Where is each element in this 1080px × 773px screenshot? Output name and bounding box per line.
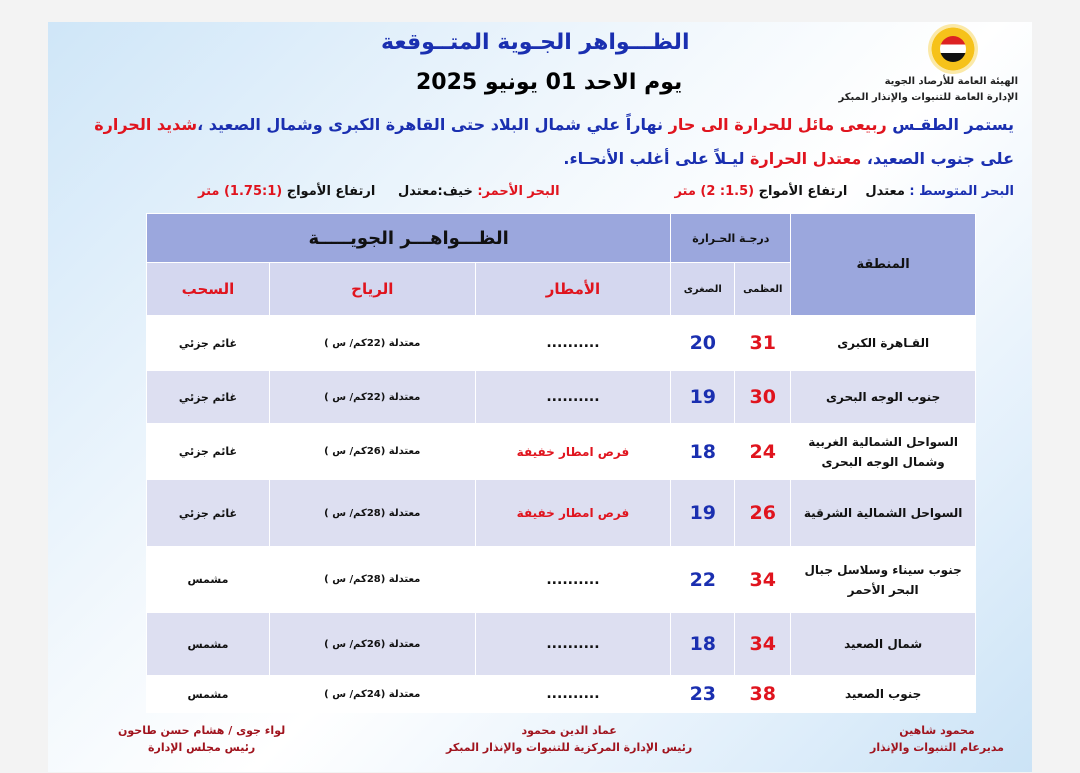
waves-label: ارتفاع الأمواج <box>286 184 376 199</box>
page-title: الظـــواهر الجـوية المتــوقعة <box>381 30 690 55</box>
table-row: جنوب سيناء وسلاسل جبال البحر الأحمر 34 22.… <box>146 546 976 613</box>
summary-highlight: معتدل الحرارة <box>750 149 862 168</box>
signer-name: عماد الدين محمود <box>521 724 617 737</box>
mediterranean-sea-state: البحر المتوسط : معتدل ارتفاع الأمواج (1.… <box>674 184 1014 199</box>
summary-text: نهاراً علي شمال البلاد حتى القاهرة الكبر… <box>197 115 669 134</box>
summary-line-1: يستمر الطقـس ربيعى مائل للحرارة الى حار … <box>94 115 1014 134</box>
region-cell: جنوب الصعيد <box>790 675 976 713</box>
region-cell: شمال الصعيد <box>790 612 976 676</box>
region-cell: القـاهرة الكبرى <box>790 315 976 371</box>
table-row: القـاهرة الكبرى 31 20.......... معتدلة (22ك… <box>146 315 976 371</box>
sea-label: البحر الأحمر: <box>477 184 560 199</box>
wind-cell: معتدلة (26كم/ س ) <box>268 612 476 676</box>
summary-text: ليـلاً على أغلب الأنحـاء. <box>563 149 751 168</box>
rain-cell: .......... <box>474 612 672 676</box>
cloud-cell: غائم جزئي <box>146 370 270 424</box>
max-temp-cell: 31 <box>734 315 792 371</box>
signer-name: لواء جوى / هشام حسن طاحون <box>118 724 286 737</box>
summary-text: يستمر الطقـس <box>886 115 1014 134</box>
org-department: الإدارة العامة للتنبوات والإنذار المبكر <box>838 92 1019 103</box>
signer-role: رئيس الإدارة المركزية للتنبوات والإنذار … <box>446 741 693 754</box>
sea-label: البحر المتوسط : <box>909 184 1014 199</box>
max-temp-cell: 24 <box>734 423 792 480</box>
red-sea-state: البحر الأحمر: خيف:معتدل ارتفاع الأمواج (… <box>198 184 560 199</box>
table-row: السواحل الشمالية الشرقية 26 19 فرص امطار خف… <box>146 479 976 547</box>
waves-label: ارتفاع الأمواج <box>758 184 848 199</box>
waves-value: (1.5: 2) متر <box>674 184 755 199</box>
rain-cell: .......... <box>474 370 672 424</box>
table-row: جنوب الصعيد 38 23.......... معتدلة (24كم/ س… <box>146 675 976 713</box>
wind-cell: معتدلة (26كم/ س ) <box>268 423 476 480</box>
signer-role: مديرعام التنبوات والإنذار <box>870 741 1004 754</box>
wind-cell: معتدلة (24كم/ س ) <box>268 675 476 713</box>
summary-line-2: على جنوب الصعيد، معتدل الحرارة ليـلاً عل… <box>563 149 1014 168</box>
waves-value: (1.75:1) متر <box>198 184 283 199</box>
min-temp-cell: 19 <box>670 370 736 424</box>
max-temp-cell: 30 <box>734 370 792 424</box>
table-row: شمال الصعيد 34 18.......... معتدلة (26كم/ س… <box>146 612 976 676</box>
phenomena-header: الظـــواهـــر الجويـــــة <box>145 213 672 263</box>
meteorological-authority-logo <box>928 24 978 74</box>
forecast-table: المنطقة درجـة الحـرارة الظـــواهـــر الج… <box>145 213 976 713</box>
cloud-header: السحب <box>146 262 270 316</box>
min-temp-cell: 23 <box>670 675 736 713</box>
forecast-document: الهيئة العامة للأرصاد الجوية الإدارة الع… <box>48 22 1032 772</box>
min-temp-cell: 20 <box>670 315 736 371</box>
max-header: العظمى <box>734 262 792 316</box>
max-temp-cell: 38 <box>734 675 792 713</box>
cloud-cell: غائم جزئي <box>146 479 270 547</box>
wind-cell: معتدلة (28كم/ س ) <box>268 479 476 547</box>
org-name: الهيئة العامة للأرصاد الجوية <box>884 76 1018 87</box>
wind-header: الرياح <box>268 262 476 316</box>
min-temp-cell: 19 <box>670 479 736 547</box>
rain-cell: فرص امطار خفيفة <box>474 479 672 547</box>
min-temp-cell: 18 <box>670 612 736 676</box>
rain-header: الأمطار <box>474 262 672 316</box>
rain-cell: .......... <box>474 315 672 371</box>
signer-name: محمود شاهين <box>899 724 975 737</box>
cloud-cell: مشمس <box>146 675 270 713</box>
signature-1: محمود شاهين مديرعام التنبوات والإنذار <box>870 724 1004 754</box>
cloud-cell: غائم جزئي <box>146 315 270 371</box>
min-temp-cell: 22 <box>670 546 736 613</box>
region-cell: جنوب الوجه البحرى <box>790 370 976 424</box>
signature-2: عماد الدين محمود رئيس الإدارة المركزية ل… <box>446 724 692 754</box>
max-temp-cell: 34 <box>734 546 792 613</box>
max-temp-cell: 26 <box>734 479 792 547</box>
rain-cell: فرص امطار خفيفة <box>474 423 672 480</box>
table-row: جنوب الوجه البحرى 30 19.......... معتدلة (2… <box>146 370 976 424</box>
region-cell: السواحل الشمالية الشرقية <box>790 479 976 547</box>
temperature-header: درجـة الحـرارة <box>670 213 792 263</box>
table-row: السواحل الشمالية الغربية وشمال الوجه الب… <box>146 423 976 480</box>
region-cell: السواحل الشمالية الغربية وشمال الوجه الب… <box>790 423 976 480</box>
cloud-cell: مشمس <box>146 546 270 613</box>
rain-cell: .......... <box>474 546 672 613</box>
min-temp-cell: 18 <box>670 423 736 480</box>
region-header: المنطقة <box>790 213 976 316</box>
wind-cell: معتدلة (22كم/ س ) <box>268 370 476 424</box>
sea-state: خيف:معتدل <box>398 184 473 199</box>
summary-highlight: ربيعى مائل للحرارة الى حار <box>668 115 887 134</box>
summary-text: على جنوب الصعيد، <box>861 149 1014 168</box>
sea-state: معتدل <box>865 184 905 199</box>
cloud-cell: مشمس <box>146 612 270 676</box>
cloud-cell: غائم جزئي <box>146 423 270 480</box>
signer-role: رئيس مجلس الإدارة <box>148 741 256 754</box>
wind-cell: معتدلة (22كم/ س ) <box>268 315 476 371</box>
region-cell: جنوب سيناء وسلاسل جبال البحر الأحمر <box>790 546 976 613</box>
min-header: الصغرى <box>670 262 736 316</box>
forecast-date: يوم الاحد 01 يونيو 2025 <box>416 70 683 95</box>
wind-cell: معتدلة (28كم/ س ) <box>268 546 476 613</box>
max-temp-cell: 34 <box>734 612 792 676</box>
summary-highlight: شديد الحرارة <box>94 115 198 134</box>
signature-3: لواء جوى / هشام حسن طاحون رئيس مجلس الإد… <box>118 724 285 754</box>
rain-cell: .......... <box>474 675 672 713</box>
